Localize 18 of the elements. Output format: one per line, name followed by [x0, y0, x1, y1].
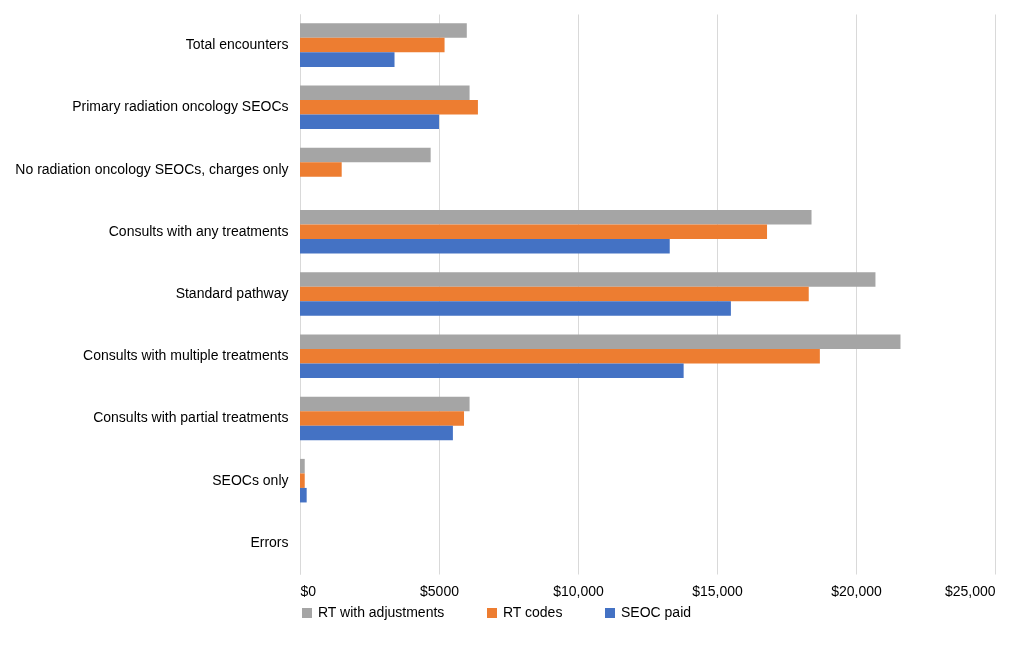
legend-label: RT with adjustments	[318, 604, 445, 620]
legend-label: SEOC paid	[621, 604, 692, 620]
y-tick-label: Errors	[250, 533, 289, 550]
x-tick-label: $0	[300, 582, 317, 599]
y-tick-label: Consults with partial treatments	[93, 409, 289, 426]
y-tick-label: Total encounters	[185, 36, 289, 53]
y-tick-label: SEOCs only	[212, 471, 289, 488]
y-tick-label: Primary radiation oncology SEOCs	[72, 98, 289, 115]
y-tick-label: No radiation oncology SEOCs, charges only	[15, 160, 289, 177]
y-tick-label: Consults with multiple treatments	[83, 347, 289, 364]
x-tick-label: $25,000	[944, 582, 996, 599]
x-tick-label: $15,000	[692, 582, 744, 599]
y-tick-label: Consults with any treatments	[108, 222, 289, 239]
x-tick-label: $10,000	[553, 582, 605, 599]
x-tick-label: $5000	[420, 582, 460, 599]
y-tick-label: Standard pathway	[175, 285, 289, 301]
x-tick-label: $20,000	[831, 582, 883, 599]
legend-label: RT codes	[503, 604, 563, 620]
